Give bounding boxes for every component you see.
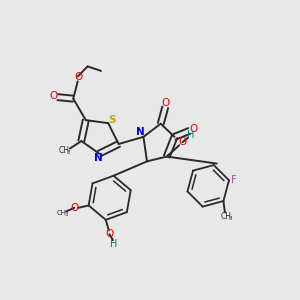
- Text: H: H: [110, 239, 118, 249]
- Text: O: O: [162, 98, 170, 108]
- Text: 3: 3: [229, 217, 232, 221]
- Text: O: O: [190, 124, 198, 134]
- Text: N: N: [94, 153, 102, 163]
- Text: O: O: [50, 91, 58, 101]
- Text: O: O: [178, 137, 187, 147]
- Text: F: F: [231, 175, 237, 185]
- Text: S: S: [108, 115, 116, 125]
- Text: O: O: [105, 229, 113, 239]
- Text: O: O: [70, 203, 78, 213]
- Text: N: N: [136, 127, 145, 137]
- Text: CH: CH: [58, 146, 70, 155]
- Text: 3: 3: [67, 151, 70, 155]
- Text: H: H: [187, 130, 194, 140]
- Text: CH: CH: [220, 212, 231, 221]
- Text: O: O: [74, 71, 83, 82]
- Text: 3: 3: [64, 212, 68, 217]
- Text: CH: CH: [56, 210, 66, 216]
